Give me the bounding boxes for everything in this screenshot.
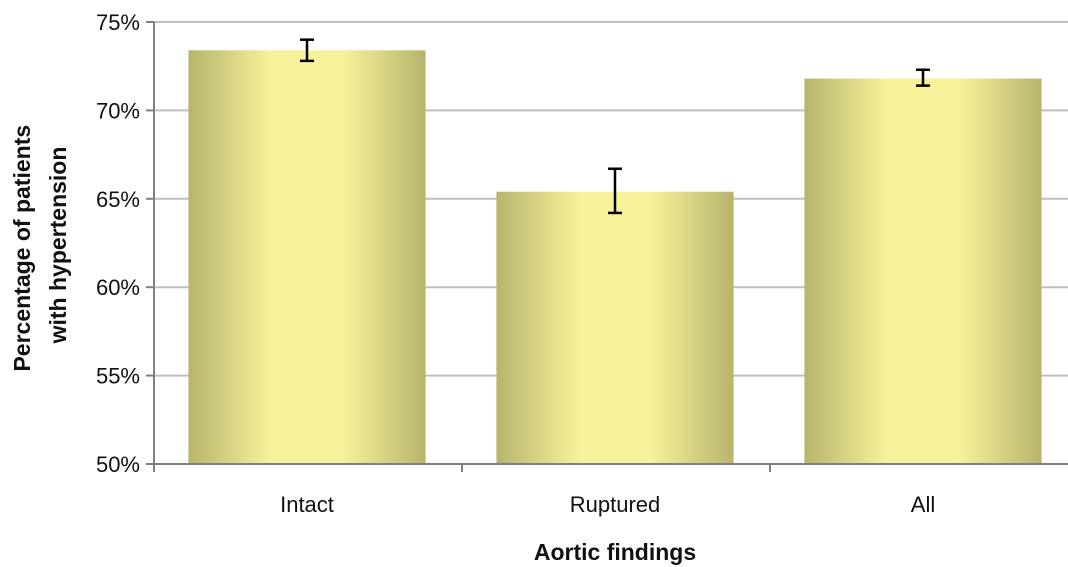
y-axis-title-line-1: Percentage of patients [9,125,35,372]
tick-labels: 50% 55% 60% 65% 70% 75% Intact Ruptured All [96,10,935,517]
y-tick-label: 60% [96,275,140,300]
error-bars [300,38,930,215]
y-tick-label: 55% [96,364,140,389]
error-bar [300,38,314,63]
y-tick-label: 50% [96,452,140,477]
bar-ruptured [496,191,734,464]
x-tick-label: All [911,492,935,517]
bar-intact [188,50,426,465]
y-axis-title: Percentage of patients with hypertension [9,118,71,371]
x-axis-title: Aortic findings [534,539,696,565]
x-tick-label: Intact [280,492,334,517]
error-bar [608,167,622,215]
y-axis-title-line-2: with hypertension [45,147,71,345]
error-bar [916,68,930,87]
x-tick-label: Ruptured [570,492,661,517]
y-tick-label: 65% [96,187,140,212]
bar-all [804,78,1042,465]
axes [146,21,1068,472]
y-tick-label: 70% [96,98,140,123]
y-tick-label: 75% [96,10,140,35]
bars [188,50,1042,465]
